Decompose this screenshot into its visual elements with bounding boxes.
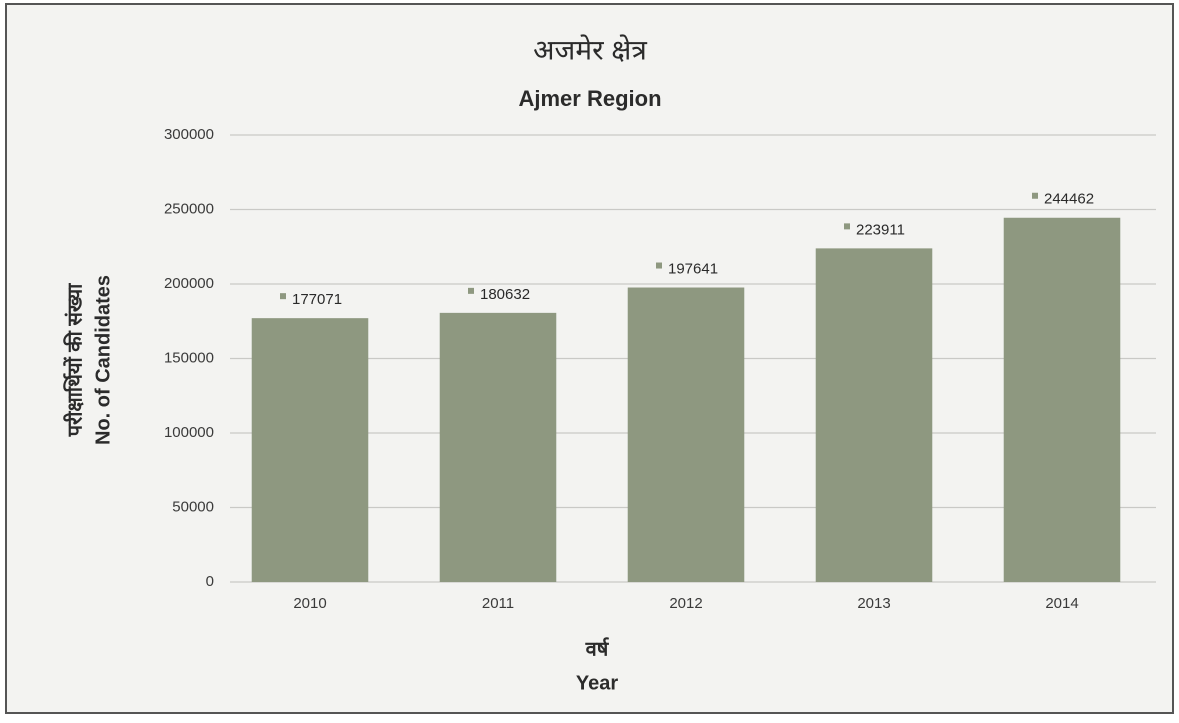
value-label: 244462: [1044, 191, 1094, 208]
y-axis-label: परीक्षार्थियों की संख्या: [62, 283, 86, 437]
x-tick-label: 2013: [857, 595, 890, 612]
value-label: 180632: [480, 286, 530, 303]
x-tick-label: 2014: [1045, 595, 1078, 612]
y-tick-label: 250000: [164, 200, 214, 217]
y-tick-label: 100000: [164, 424, 214, 441]
bar: [815, 248, 933, 582]
x-tick-label: 2011: [482, 595, 514, 612]
bar: [627, 287, 745, 582]
x-axis-label: वर्ष: [585, 636, 610, 660]
label-marker: [468, 287, 474, 294]
y-tick-label: 150000: [164, 349, 214, 366]
label-marker: [844, 223, 850, 230]
chart-subtitle: Ajmer Region: [518, 86, 661, 111]
value-label: 197641: [668, 260, 718, 277]
x-axis-label: Year: [576, 672, 618, 694]
value-label: 177071: [292, 291, 342, 308]
x-tick-label: 2012: [669, 595, 702, 612]
bar: [1003, 217, 1121, 582]
y-tick-label: 200000: [164, 275, 214, 292]
y-tick-label: 50000: [172, 498, 214, 515]
label-marker: [656, 262, 662, 269]
value-label: 223911: [856, 221, 905, 238]
y-axis-label: No. of Candidates: [92, 275, 114, 445]
chart-title: अजमेर क्षेत्र: [533, 33, 647, 65]
bar: [251, 318, 369, 582]
y-tick-label: 0: [206, 573, 214, 590]
label-marker: [1032, 192, 1038, 199]
y-tick-label: 300000: [164, 126, 214, 143]
label-marker: [280, 293, 286, 300]
bar: [439, 312, 557, 582]
x-tick-label: 2010: [293, 595, 326, 612]
